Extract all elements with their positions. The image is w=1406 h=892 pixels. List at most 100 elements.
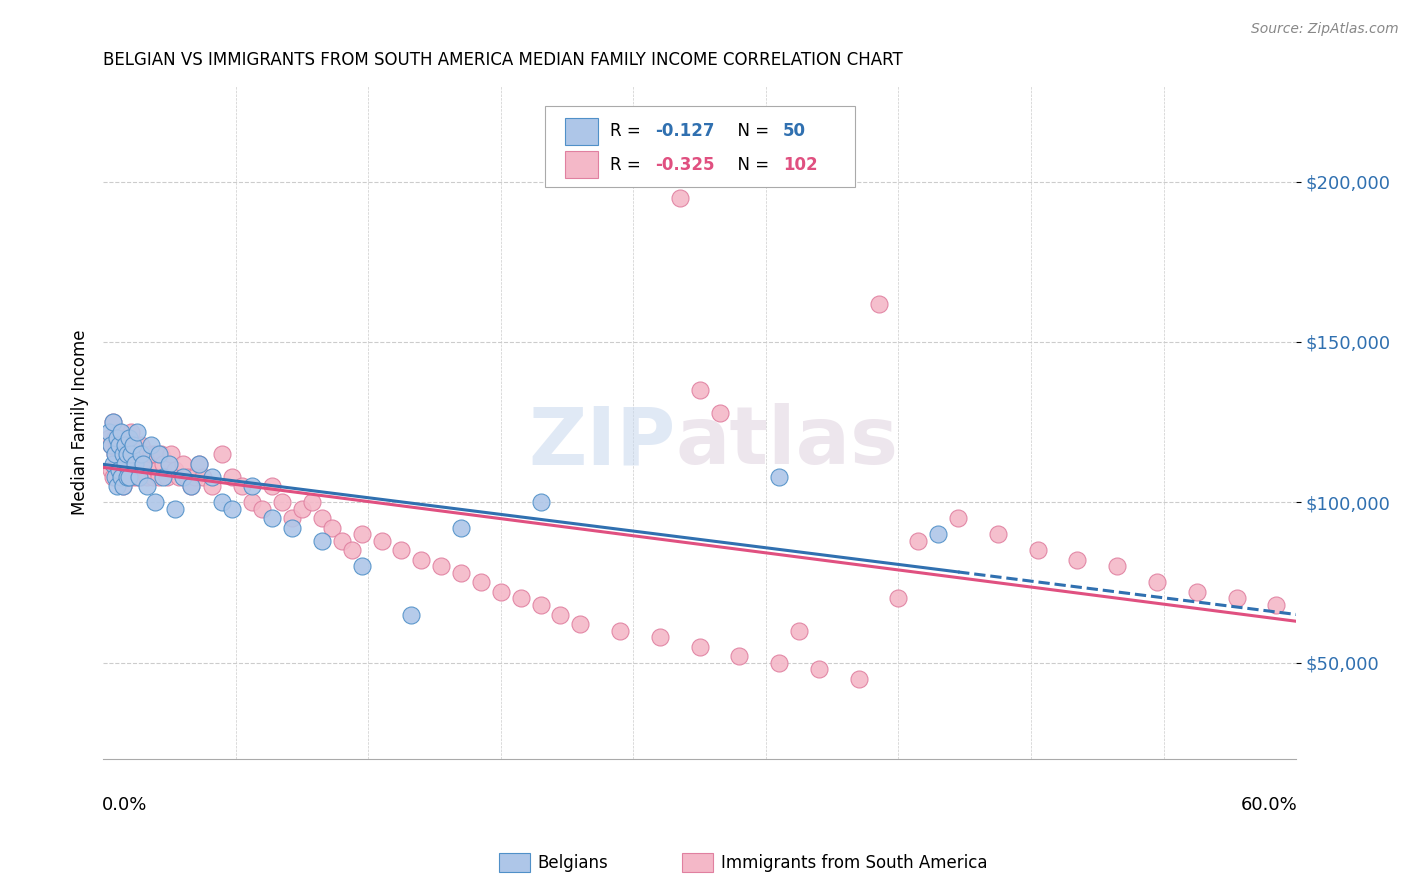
Point — [138, 457, 160, 471]
Point — [201, 479, 224, 493]
Point — [114, 457, 136, 471]
Point — [114, 431, 136, 445]
Point — [122, 437, 145, 451]
Point — [104, 431, 127, 445]
Point — [569, 617, 592, 632]
Text: N =: N = — [727, 155, 775, 174]
Text: atlas: atlas — [676, 403, 898, 482]
Point — [104, 447, 127, 461]
Point — [108, 463, 131, 477]
Point — [104, 469, 127, 483]
Point — [470, 575, 492, 590]
Point — [529, 598, 551, 612]
Point — [104, 447, 127, 461]
Point — [291, 501, 314, 516]
Point — [120, 425, 142, 439]
Point — [411, 553, 433, 567]
Text: 102: 102 — [783, 155, 818, 174]
Point — [1146, 575, 1168, 590]
Point — [848, 672, 870, 686]
Point — [311, 511, 333, 525]
Point — [152, 469, 174, 483]
FancyBboxPatch shape — [565, 118, 598, 145]
Point — [135, 479, 157, 493]
Point — [180, 479, 202, 493]
Point — [281, 521, 304, 535]
Point — [401, 607, 423, 622]
Point — [262, 511, 284, 525]
Point — [124, 447, 146, 461]
Point — [187, 457, 209, 471]
Point — [139, 447, 162, 461]
Point — [450, 566, 472, 580]
Point — [98, 431, 121, 445]
Point — [148, 469, 170, 483]
Point — [120, 457, 142, 471]
Point — [1107, 559, 1129, 574]
Point — [340, 543, 363, 558]
Point — [430, 559, 453, 574]
Point — [987, 527, 1010, 541]
Point — [111, 479, 134, 493]
Point — [768, 656, 790, 670]
Point — [111, 437, 134, 451]
Point — [142, 469, 165, 483]
Point — [114, 437, 136, 451]
Point — [157, 457, 180, 471]
Point — [143, 447, 166, 461]
Point — [163, 501, 186, 516]
Point — [128, 469, 150, 483]
Point — [124, 457, 146, 471]
Point — [118, 431, 141, 445]
Text: -0.127: -0.127 — [655, 122, 716, 140]
Point — [176, 469, 198, 483]
Point — [98, 425, 121, 439]
Point — [118, 469, 141, 483]
Text: ZIP: ZIP — [529, 403, 676, 482]
Point — [240, 495, 263, 509]
Point — [301, 495, 323, 509]
Point — [120, 447, 142, 461]
Point — [143, 495, 166, 509]
Point — [129, 447, 152, 461]
Point — [118, 469, 141, 483]
Text: -0.325: -0.325 — [655, 155, 716, 174]
Point — [108, 447, 131, 461]
Point — [128, 447, 150, 461]
FancyBboxPatch shape — [544, 106, 855, 186]
Text: BELGIAN VS IMMIGRANTS FROM SOUTH AMERICA MEDIAN FAMILY INCOME CORRELATION CHART: BELGIAN VS IMMIGRANTS FROM SOUTH AMERICA… — [103, 51, 903, 69]
Point — [907, 533, 929, 548]
Point — [1225, 591, 1247, 606]
Point — [221, 469, 243, 483]
Point — [887, 591, 910, 606]
Point — [648, 630, 671, 644]
Point — [689, 383, 711, 397]
Point — [115, 469, 138, 483]
Point — [122, 437, 145, 451]
Point — [125, 425, 148, 439]
Point — [101, 415, 124, 429]
Point — [350, 527, 373, 541]
Text: Immigrants from South America: Immigrants from South America — [721, 854, 988, 871]
Point — [105, 469, 128, 483]
Point — [134, 463, 156, 477]
Point — [118, 447, 141, 461]
Point — [609, 624, 631, 638]
Point — [163, 463, 186, 477]
Point — [271, 495, 294, 509]
Point — [489, 585, 512, 599]
Point — [122, 469, 145, 483]
Point — [100, 437, 122, 451]
Point — [132, 447, 155, 461]
Point — [231, 479, 253, 493]
Point — [156, 469, 179, 483]
Point — [129, 469, 152, 483]
Point — [321, 521, 343, 535]
Point — [139, 437, 162, 451]
Text: Belgians: Belgians — [537, 854, 607, 871]
Point — [250, 501, 273, 516]
Point — [111, 479, 134, 493]
Text: R =: R = — [610, 155, 647, 174]
Point — [125, 469, 148, 483]
Point — [172, 457, 194, 471]
